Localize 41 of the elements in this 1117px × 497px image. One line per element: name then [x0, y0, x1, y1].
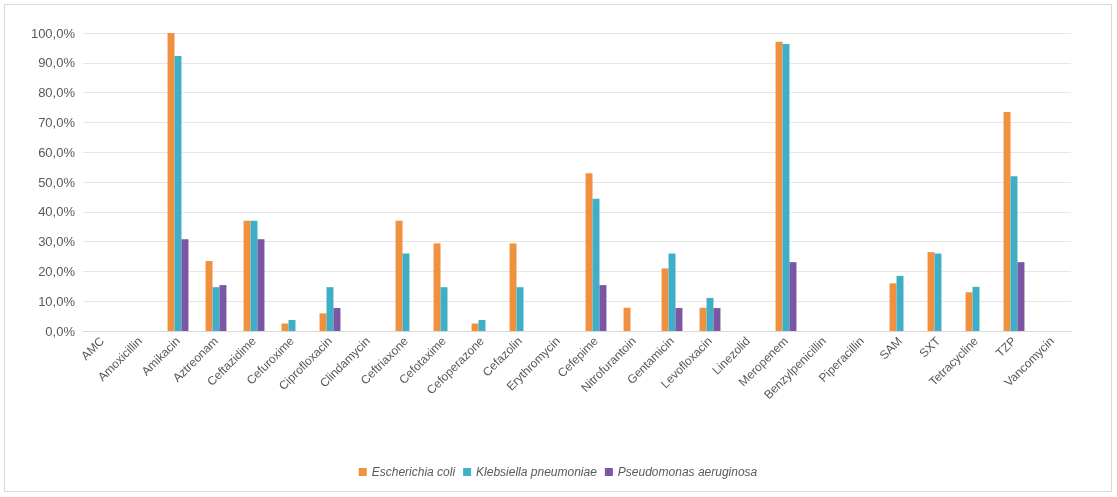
y-tick-label: 10,0% [38, 293, 76, 309]
legend-label: Pseudomonas aeruginosa [617, 465, 758, 479]
bar [965, 292, 973, 331]
bar [471, 323, 479, 331]
bar [205, 260, 213, 331]
bar [789, 262, 797, 331]
bar [319, 313, 327, 331]
legend-label: Klebsiella pneumoniae [476, 465, 598, 479]
bar [661, 268, 669, 331]
bar [395, 220, 403, 331]
bar [585, 173, 593, 331]
y-tick-label: 0,0% [45, 323, 76, 339]
bar [1003, 111, 1011, 331]
bar [243, 220, 251, 331]
y-tick-label: 40,0% [38, 204, 76, 220]
bar [623, 307, 631, 331]
y-tick-label: 90,0% [38, 55, 76, 71]
bar [433, 243, 441, 331]
y-tick-label: 30,0% [38, 234, 76, 250]
bar [713, 308, 721, 331]
y-tick-label: 80,0% [38, 85, 76, 101]
bar [1017, 262, 1025, 331]
bar [699, 307, 707, 331]
y-tick-label: 100,0% [30, 25, 76, 41]
y-tick-label: 60,0% [38, 144, 76, 160]
bar [257, 239, 265, 331]
bar [219, 285, 227, 331]
bar [333, 308, 341, 331]
bar [281, 323, 289, 331]
y-tick-label: 50,0% [38, 174, 76, 190]
bar [775, 41, 783, 331]
y-tick-label: 70,0% [38, 114, 76, 130]
bar [181, 239, 189, 331]
bar [675, 308, 683, 331]
y-tick-label: 20,0% [38, 263, 76, 279]
bar [599, 285, 607, 331]
legend-label: Escherichia coli [371, 465, 456, 479]
bar [167, 33, 175, 331]
bar [927, 252, 935, 331]
bar [509, 243, 517, 331]
bar [889, 283, 897, 331]
